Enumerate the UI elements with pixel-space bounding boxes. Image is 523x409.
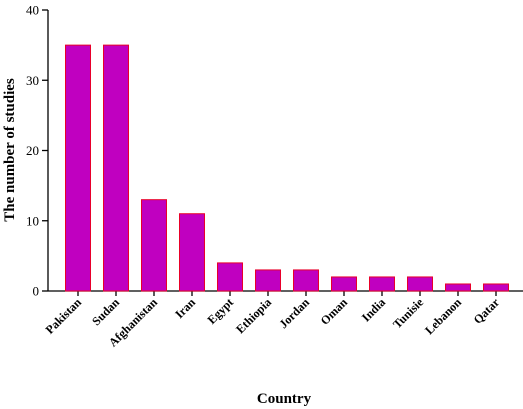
bar-pakistan: [65, 44, 91, 292]
y-tick-label: 0: [33, 284, 40, 299]
bar-egypt: [217, 262, 243, 292]
bars: [65, 44, 509, 292]
y-tick-label: 30: [26, 73, 39, 88]
x-tick-label: Pakistan: [43, 295, 85, 337]
bar-jordan: [293, 269, 319, 292]
bar-lebanon: [445, 283, 471, 292]
x-tick-label: Ethiopia: [233, 295, 274, 336]
bar-afghanistan: [141, 199, 167, 292]
x-tick-label: Tunisie: [390, 295, 426, 331]
x-tick-label: Egypt: [205, 295, 237, 327]
x-tick-label: Qatar: [471, 295, 503, 327]
bar-oman: [331, 276, 357, 292]
bar-ethiopia: [255, 269, 281, 292]
x-tick-label: Oman: [318, 295, 351, 328]
y-axis-title: The number of studies: [2, 78, 18, 222]
y-axis: 0 10 20 30 40: [26, 3, 49, 299]
x-tick-label: Sudan: [89, 295, 122, 328]
y-tick-label: 40: [26, 3, 39, 18]
y-tick-label: 20: [26, 143, 39, 158]
x-tick-label: Iran: [172, 295, 198, 321]
bar-sudan: [103, 44, 129, 292]
x-axis-title: Country: [257, 391, 312, 407]
bar-india: [369, 276, 395, 292]
x-tick-label: India: [359, 295, 388, 324]
bar-qatar: [483, 283, 509, 292]
x-tick-label: Lebanon: [422, 295, 464, 337]
bar-iran: [179, 213, 205, 292]
bar-tunisie: [407, 276, 433, 292]
x-tick-label: Jordan: [276, 295, 312, 331]
y-tick-label: 10: [26, 213, 39, 228]
